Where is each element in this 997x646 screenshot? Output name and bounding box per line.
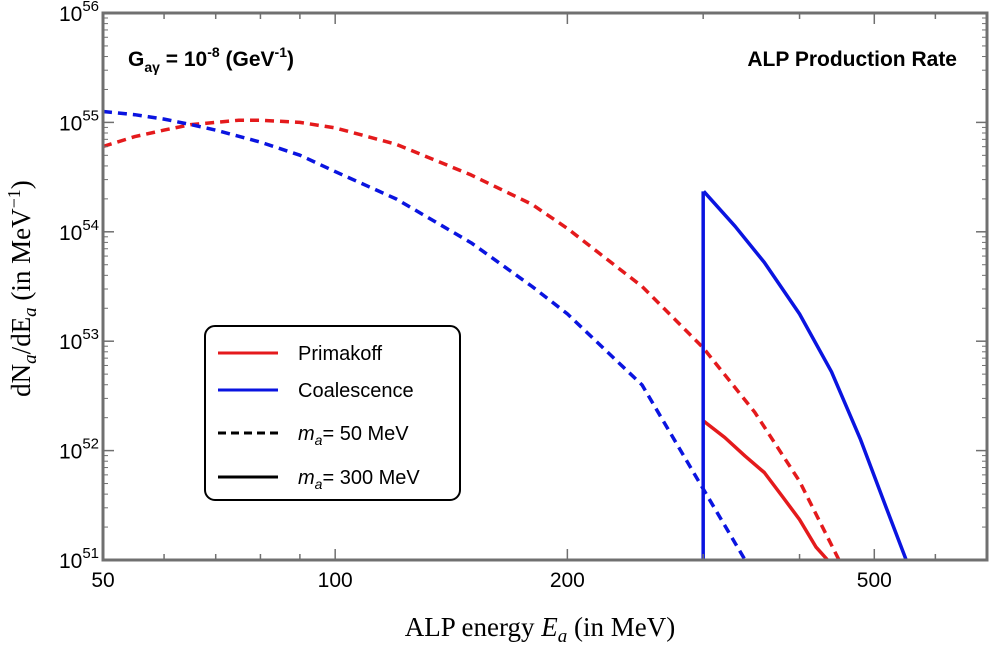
coupling-annotation: Gaγ = 10-8 (GeV-1) <box>128 44 294 75</box>
y-tick-label: 1051 <box>59 545 99 573</box>
y-tick-label: 1054 <box>59 217 99 245</box>
x-axis-title: ALP energy Ea (in MeV) <box>405 612 675 646</box>
y-axis-title: dNa/dEa (in MeV−1) <box>4 180 41 397</box>
legend-label-ma-300: ma= 300 MeV <box>298 467 420 492</box>
y-tick-label: 1055 <box>59 107 99 135</box>
series-coalescence-ma-300 <box>702 190 908 561</box>
y-tick-label: 1053 <box>59 326 99 354</box>
legend-label-ma-50: ma= 50 MeV <box>298 423 409 448</box>
series-layer <box>102 109 908 562</box>
production-rate-label: ALP Production Rate <box>747 48 957 71</box>
plot-frame <box>101 11 989 562</box>
legend-label-coalescence: Coalescence <box>298 380 414 402</box>
x-axis-ticks: 50 100 200 500 <box>91 13 988 592</box>
y-tick-label: 1056 <box>59 0 99 26</box>
series-coalescence-ma-50 <box>102 109 747 561</box>
x-tick-label: 200 <box>550 569 585 592</box>
y-tick-label: 1052 <box>59 436 99 464</box>
legend: Primakoff Coalescence ma= 50 MeV ma= 300… <box>204 325 461 501</box>
x-tick-label: 100 <box>318 569 353 592</box>
legend-box <box>204 325 461 501</box>
x-tick-label: 500 <box>857 569 892 592</box>
y-axis-ticks: 1051 1052 1053 1054 1055 1056 <box>59 0 987 573</box>
series-primakoff-ma-300 <box>702 419 829 562</box>
legend-label-primakoff: Primakoff <box>298 343 383 365</box>
x-tick-label: 50 <box>91 569 114 592</box>
